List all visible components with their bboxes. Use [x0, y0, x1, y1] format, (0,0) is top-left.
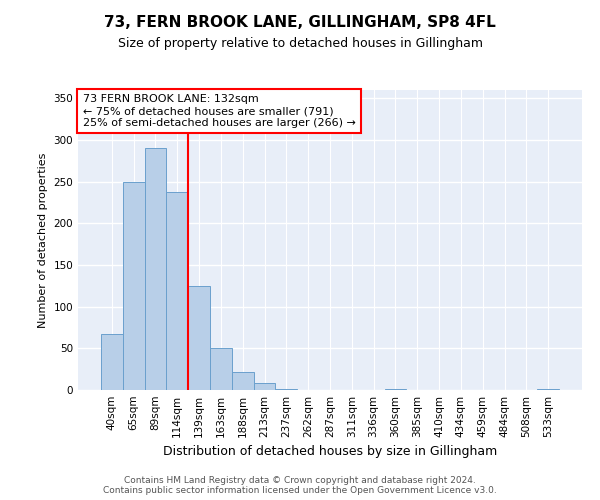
Bar — [232, 372, 254, 390]
Bar — [385, 389, 406, 390]
X-axis label: Distribution of detached houses by size in Gillingham: Distribution of detached houses by size … — [163, 446, 497, 458]
Text: Size of property relative to detached houses in Gillingham: Size of property relative to detached ho… — [118, 38, 482, 51]
Bar — [101, 334, 123, 390]
Bar — [145, 148, 166, 390]
Bar — [537, 389, 559, 390]
Text: 73, FERN BROOK LANE, GILLINGHAM, SP8 4FL: 73, FERN BROOK LANE, GILLINGHAM, SP8 4FL — [104, 15, 496, 30]
Bar — [123, 182, 145, 390]
Bar — [188, 286, 210, 390]
Text: Contains HM Land Registry data © Crown copyright and database right 2024.
Contai: Contains HM Land Registry data © Crown c… — [103, 476, 497, 495]
Bar — [210, 348, 232, 390]
Bar — [254, 384, 275, 390]
Text: 73 FERN BROOK LANE: 132sqm
← 75% of detached houses are smaller (791)
25% of sem: 73 FERN BROOK LANE: 132sqm ← 75% of deta… — [83, 94, 356, 128]
Bar — [166, 192, 188, 390]
Bar — [275, 389, 297, 390]
Y-axis label: Number of detached properties: Number of detached properties — [38, 152, 48, 328]
